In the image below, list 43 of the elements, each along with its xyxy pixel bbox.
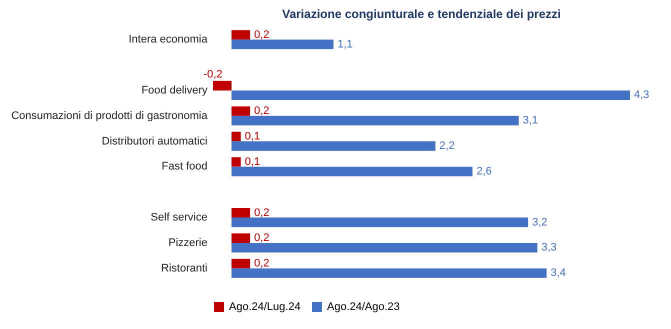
bar: [213, 80, 232, 90]
bar: [232, 106, 250, 116]
data-label: 3,3: [541, 242, 557, 254]
data-label: 2,2: [439, 140, 455, 152]
data-label: 0,1: [244, 130, 260, 143]
data-label: 2,6: [476, 165, 492, 178]
legend-label: Ago.24/Lug.24: [229, 301, 301, 313]
bar: [232, 132, 241, 142]
y-tick-label: Self service: [150, 212, 208, 224]
bar: [232, 116, 519, 126]
y-tick-label: Intera economia: [128, 34, 208, 46]
data-label: -0,2: [204, 68, 222, 81]
data-label: 0,2: [254, 28, 270, 41]
data-label: 4,3: [634, 89, 650, 102]
bar: [232, 30, 250, 40]
data-label: 1,1: [337, 38, 353, 50]
bar: [232, 218, 528, 228]
bar: [232, 233, 250, 243]
bar: [232, 157, 241, 167]
data-label: 0,2: [254, 232, 270, 244]
y-tick-label: Ristoranti: [161, 262, 208, 274]
bar: [232, 208, 250, 218]
chart-title: Variazione congiunturale e tendenziale dei prezzi: [282, 7, 561, 21]
legend-label: Ago.24/Ago.23: [327, 301, 400, 313]
bar: [232, 90, 630, 100]
bar: [232, 141, 436, 151]
data-label: 0,2: [254, 206, 270, 219]
data-label: 3,4: [550, 267, 566, 280]
data-label: 3,1: [522, 114, 538, 127]
bar: [232, 268, 547, 278]
data-label: 0,2: [254, 105, 270, 118]
y-tick-label: Consumazioni di prodotti di gastronomia: [11, 110, 208, 122]
bar: [232, 258, 250, 268]
y-tick-label: Pizzerie: [168, 236, 208, 249]
data-label: 0,2: [254, 258, 270, 270]
y-tick-label: Fast food: [162, 160, 208, 173]
bar: [232, 166, 472, 176]
data-label: 3,2: [532, 216, 548, 228]
bar: [232, 242, 538, 252]
y-tick-label: Food delivery: [141, 84, 208, 96]
y-tick-label: Distributori automatici: [102, 135, 208, 148]
data-label: 0,1: [244, 156, 260, 168]
bar: [232, 40, 334, 50]
